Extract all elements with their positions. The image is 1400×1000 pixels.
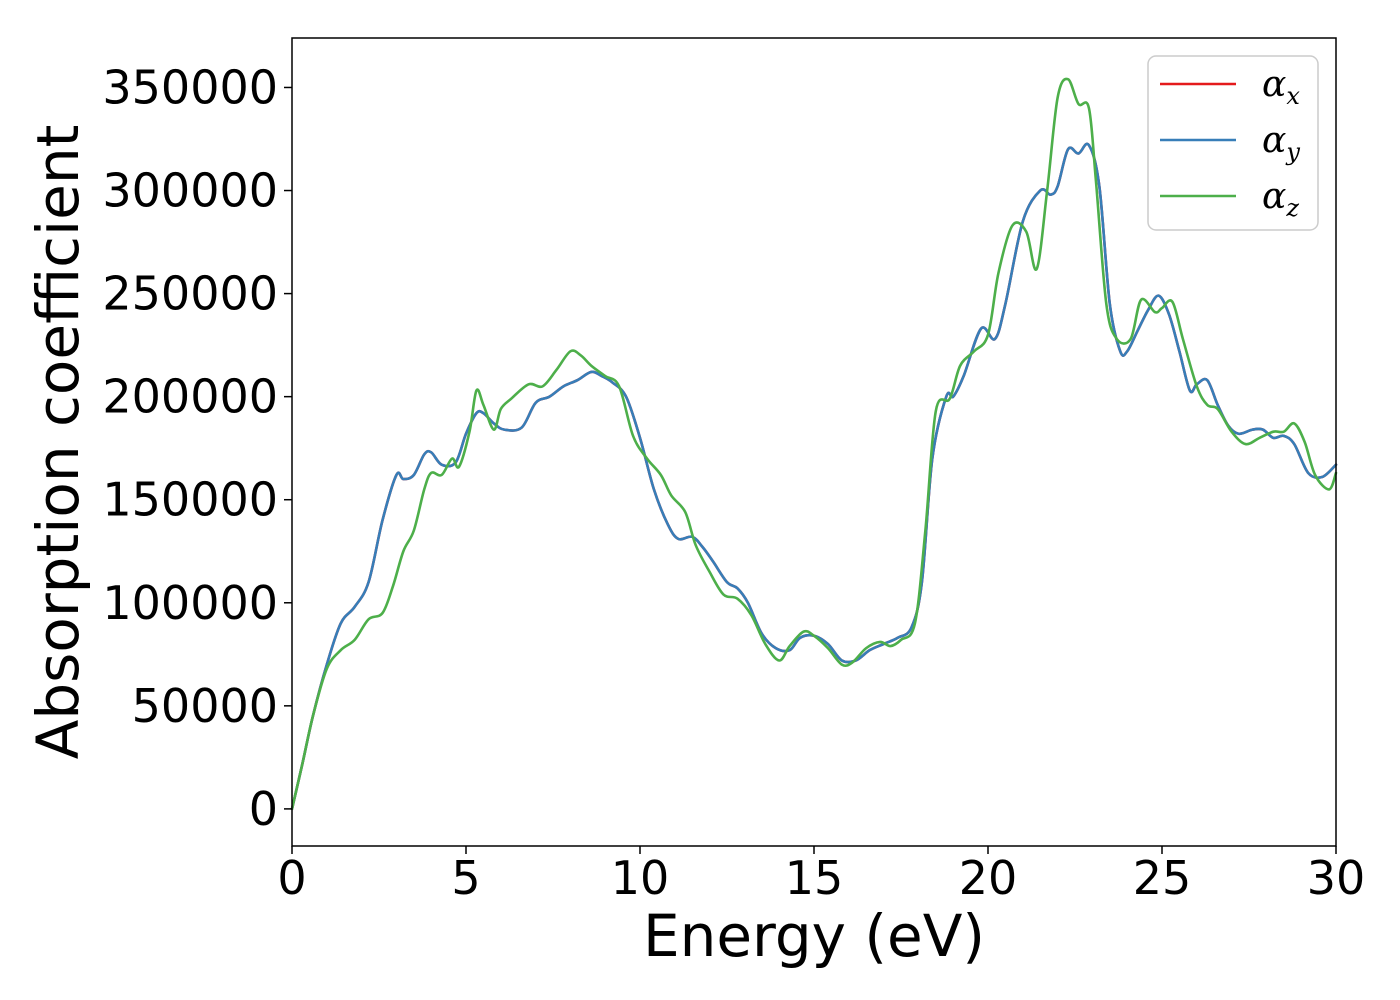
x-tick-label: 20 xyxy=(959,851,1018,905)
series-line-alpha-z xyxy=(290,77,1338,811)
x-tick-label: 30 xyxy=(1307,851,1366,905)
y-axis-title: Absorption coefficient xyxy=(24,125,92,760)
y-tick-label: 0 xyxy=(249,782,278,836)
y-tick-label: 150000 xyxy=(102,473,278,527)
legend-box xyxy=(1147,55,1319,231)
y-tick-label: 350000 xyxy=(102,60,278,114)
series-line-alpha-y xyxy=(290,142,1338,811)
x-tick-label: 0 xyxy=(277,851,306,905)
y-tick-label: 50000 xyxy=(132,679,278,733)
y-axis: 0 50000 100000 150000 200000 250000 300000 3500… xyxy=(102,60,292,836)
series-layer xyxy=(290,77,1338,811)
x-axis-title: Energy (eV) xyxy=(643,902,985,970)
x-tick-label: 5 xyxy=(451,851,480,905)
x-axis: 0 5 10 15 20 25 30 xyxy=(277,846,1365,905)
x-tick-label: 10 xyxy=(611,851,670,905)
y-tick-label: 200000 xyxy=(102,370,278,424)
y-tick-label: 300000 xyxy=(102,164,278,218)
legend-label-alpha-y: αy xyxy=(1262,120,1300,166)
x-tick-label: 25 xyxy=(1133,851,1192,905)
x-tick-label: 15 xyxy=(785,851,844,905)
y-tick-label: 100000 xyxy=(102,576,278,630)
y-tick-label: 250000 xyxy=(102,267,278,321)
